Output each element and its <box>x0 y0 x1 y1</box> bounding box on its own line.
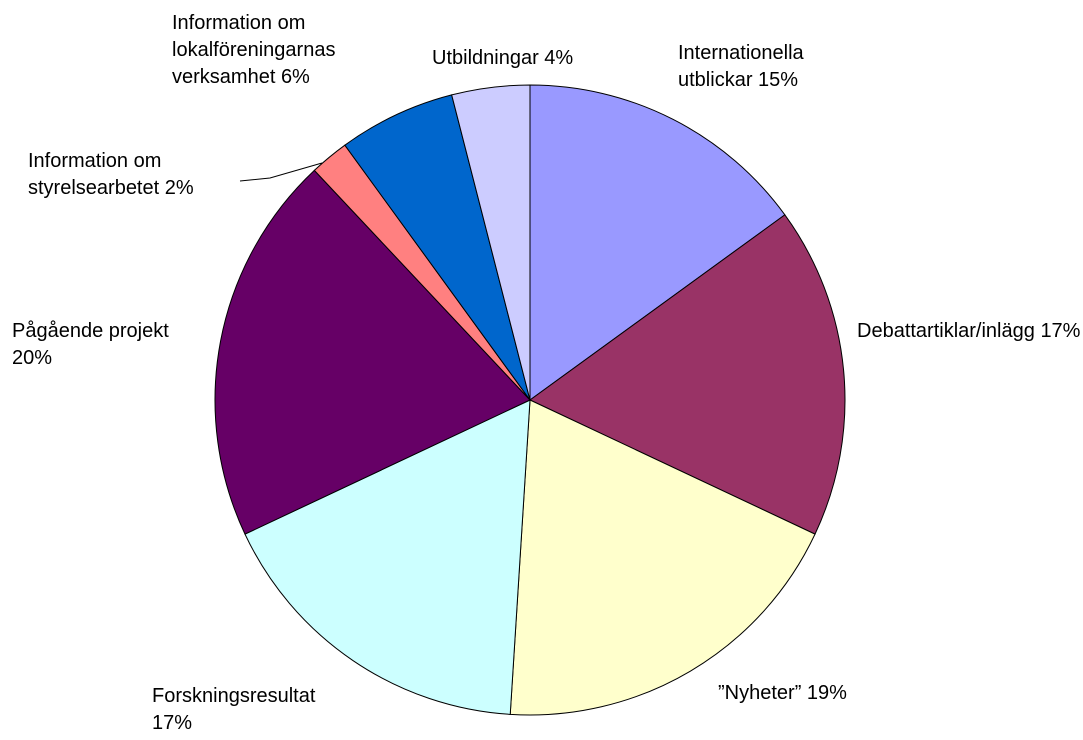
value-label: 17% <box>152 712 193 734</box>
category-label: Pågående projekt <box>12 320 169 342</box>
category-label: Forskningsresultat <box>152 685 316 707</box>
pie-slice <box>509 399 816 716</box>
slice-label: Forskningsresultat 17% <box>152 683 352 737</box>
value-label: 4% <box>544 47 574 69</box>
pie-slice <box>214 169 531 535</box>
slice-label: Debattartiklar/inlägg 17% <box>857 318 1083 345</box>
slice-label: Pågående projekt 20% <box>12 318 202 372</box>
slice-label: Information om styrelsearbetet 2% <box>28 148 248 202</box>
pie-slice <box>529 214 846 535</box>
pie-slice <box>344 94 531 401</box>
slice-label: ”Nyheter” 19% <box>718 680 938 707</box>
pie-slice <box>529 84 786 401</box>
value-label: 20% <box>12 347 53 369</box>
slice-label: Internationella utblickar 15% <box>678 40 848 94</box>
category-label: Utbildningar <box>432 47 539 69</box>
leader-line <box>239 162 323 182</box>
value-label: 19% <box>806 682 847 704</box>
value-label: 17% <box>1040 320 1081 342</box>
value-label: 6% <box>280 66 310 88</box>
pie-slice <box>451 84 531 401</box>
category-label: Information om styrelsearbetet <box>28 150 162 199</box>
slice-label: Information om lokalföreningarnas verksa… <box>172 10 377 91</box>
category-label: Debattartiklar/inlägg <box>857 320 1035 342</box>
pie-slice <box>244 399 531 715</box>
value-label: 15% <box>758 69 799 91</box>
category-label: ”Nyheter” <box>718 682 802 704</box>
slice-label: Utbildningar 4% <box>432 45 632 72</box>
category-label: Information om lokalföreningarnas verksa… <box>172 12 336 88</box>
value-label: 2% <box>164 177 194 199</box>
category-label: Internationella utblickar <box>678 42 804 91</box>
